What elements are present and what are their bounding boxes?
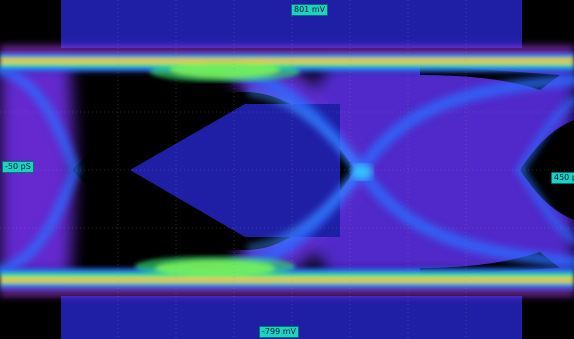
- falling-edge-left: [0, 65, 81, 275]
- low-rail-core: [0, 279, 574, 281]
- voltage-upper-readout: 801 mV: [291, 4, 329, 16]
- time-left-readout: -50 pS: [2, 161, 34, 173]
- waveform-density: [0, 46, 574, 296]
- eye-opening-right: [520, 120, 574, 220]
- time-right-readout: 450 pS: [551, 172, 574, 184]
- right-edge-transition-low: [516, 166, 574, 244]
- crossing-point: [351, 164, 373, 180]
- right-transition-haze: [300, 62, 574, 276]
- crossing-band-inner-down: [247, 167, 363, 251]
- crossing-band-inner-up: [247, 89, 363, 173]
- high-rail-fringe: [0, 46, 574, 54]
- low-rail-fringe: [0, 288, 574, 296]
- center-eye-mask-top: [130, 104, 340, 237]
- high-rail-core: [0, 60, 574, 62]
- right-edge-transition: [516, 96, 574, 174]
- low-hotspot-green: [135, 256, 295, 276]
- high-hotspot-green: [150, 62, 300, 82]
- voltage-lower-readout: -799 mV: [259, 326, 299, 338]
